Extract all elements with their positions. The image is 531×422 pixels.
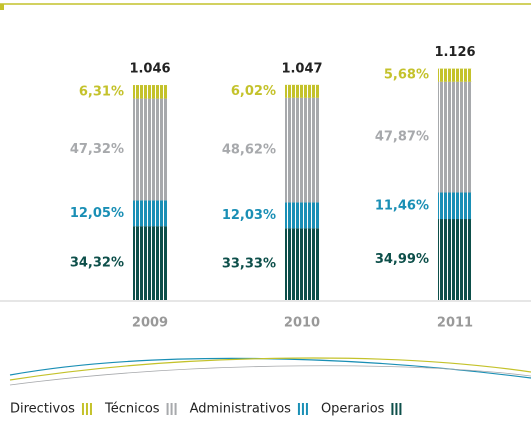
bar-stripes bbox=[438, 219, 472, 300]
legend-swatch bbox=[89, 403, 92, 415]
legend-swatch bbox=[301, 403, 304, 415]
bar-stripes bbox=[285, 84, 319, 98]
value-label: 6,02% bbox=[231, 84, 276, 99]
bar-stripes bbox=[438, 81, 472, 193]
value-label: 34,99% bbox=[375, 252, 429, 267]
decor-curve bbox=[9, 357, 531, 381]
bar-stripes bbox=[133, 85, 167, 99]
decor-curve bbox=[9, 357, 531, 379]
bar-stripes bbox=[285, 228, 319, 300]
legend-swatch bbox=[166, 403, 169, 415]
value-label: 12,03% bbox=[222, 208, 276, 223]
x-tick-label: 2010 bbox=[284, 316, 320, 331]
legend-swatch bbox=[85, 403, 88, 415]
value-label: 5,68% bbox=[384, 68, 429, 83]
value-label: 11,46% bbox=[375, 198, 429, 213]
legend-swatch bbox=[395, 403, 398, 415]
bar-stripes bbox=[438, 68, 472, 82]
legend-swatch bbox=[174, 403, 177, 415]
legend-swatch bbox=[170, 403, 173, 415]
total-label: 1.046 bbox=[129, 62, 170, 77]
bar-stripes bbox=[438, 192, 472, 220]
legend-swatch bbox=[305, 403, 308, 415]
value-label: 47,32% bbox=[70, 142, 124, 157]
bar-stripes bbox=[133, 98, 167, 201]
value-label: 33,33% bbox=[222, 257, 276, 272]
legend-label: Operarios bbox=[321, 402, 385, 417]
bar-stripes bbox=[285, 97, 319, 203]
value-label: 34,32% bbox=[70, 256, 124, 271]
x-tick-label: 2009 bbox=[132, 316, 168, 331]
legend-label: Técnicos bbox=[104, 402, 160, 417]
legend-swatch bbox=[81, 403, 84, 415]
value-label: 48,62% bbox=[222, 143, 276, 158]
top-rule-mark bbox=[0, 4, 4, 10]
bar-stripes bbox=[133, 200, 167, 227]
bar-stripes bbox=[133, 226, 167, 300]
legend-swatch bbox=[391, 403, 394, 415]
legend-swatch bbox=[399, 403, 402, 415]
value-label: 6,31% bbox=[79, 84, 124, 99]
x-tick-label: 2011 bbox=[437, 316, 473, 331]
decor-curve bbox=[9, 365, 531, 386]
value-label: 47,87% bbox=[375, 130, 429, 145]
bar-stripes bbox=[285, 202, 319, 229]
value-label: 12,05% bbox=[70, 206, 124, 221]
total-label: 1.126 bbox=[434, 45, 475, 60]
legend-label: Administrativos bbox=[190, 402, 292, 417]
legend-swatch bbox=[297, 403, 300, 415]
total-label: 1.047 bbox=[281, 61, 322, 76]
legend-label: Directivos bbox=[10, 402, 75, 417]
